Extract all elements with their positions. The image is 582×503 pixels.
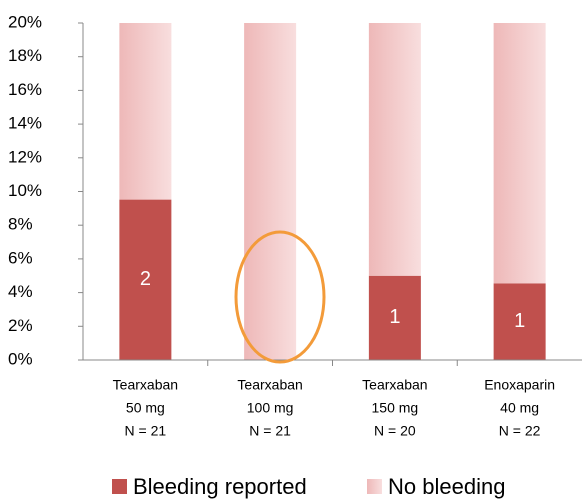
bar-segment bbox=[119, 23, 172, 200]
x-tick-label: N = 22 bbox=[499, 423, 541, 439]
y-tick-label: 6% bbox=[8, 248, 33, 267]
bar-segment bbox=[368, 23, 421, 276]
x-tick-label: 100 mg bbox=[247, 400, 294, 416]
y-tick-label: 14% bbox=[8, 114, 42, 133]
legend-swatch bbox=[112, 479, 127, 494]
x-tick-label: Tearxaban bbox=[362, 377, 427, 393]
data-label: 1 bbox=[389, 306, 400, 328]
legend-label: Bleeding reported bbox=[133, 474, 307, 499]
bar-segment bbox=[119, 199, 172, 360]
y-tick-label: 12% bbox=[8, 147, 42, 166]
data-label: 2 bbox=[140, 268, 151, 290]
bar-segment bbox=[368, 275, 421, 360]
x-tick-label: N = 20 bbox=[374, 423, 416, 439]
y-tick-label: 16% bbox=[8, 80, 42, 99]
y-tick-label: 0% bbox=[8, 349, 33, 368]
x-tick-label: 150 mg bbox=[372, 400, 419, 416]
plot-area bbox=[119, 23, 546, 360]
y-tick-label: 10% bbox=[8, 181, 42, 200]
x-tick-label: Enoxaparin bbox=[484, 377, 555, 393]
bar-segment bbox=[493, 23, 546, 284]
y-tick-label: 20% bbox=[8, 12, 42, 31]
highlight-ellipse bbox=[234, 230, 326, 364]
data-label: 1 bbox=[514, 310, 525, 332]
x-tick-label: Tearxaban bbox=[237, 377, 302, 393]
x-tick-label: 40 mg bbox=[500, 400, 539, 416]
x-tick-label: 50 mg bbox=[126, 400, 165, 416]
y-tick-label: 2% bbox=[8, 316, 33, 335]
bar-segment bbox=[244, 23, 297, 360]
legend-label: No bleeding bbox=[388, 474, 505, 499]
y-tick-label: 8% bbox=[8, 215, 33, 234]
x-tick-label: N = 21 bbox=[125, 423, 167, 439]
y-tick-label: 18% bbox=[8, 46, 42, 65]
x-tick-label: Tearxaban bbox=[113, 377, 178, 393]
legend-swatch bbox=[367, 479, 382, 494]
x-tick-label: N = 21 bbox=[249, 423, 291, 439]
y-tick-label: 4% bbox=[8, 282, 33, 301]
bar-segment bbox=[493, 283, 546, 360]
